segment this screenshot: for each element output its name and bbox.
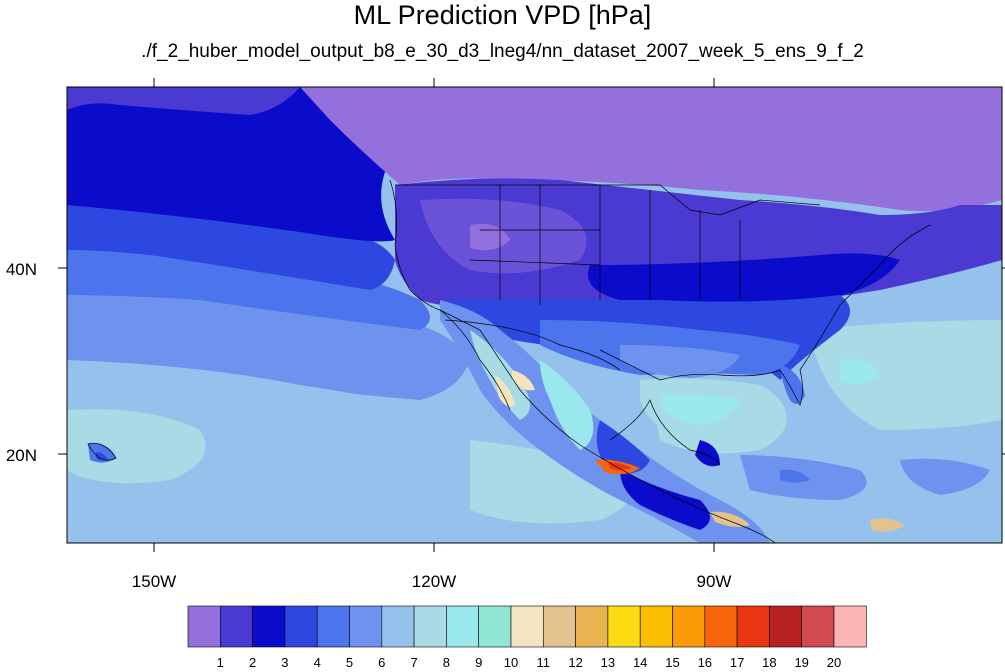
colorbar-label: 6 [378, 655, 385, 670]
colorbar-label: 20 [827, 655, 841, 670]
lon-label-120w: 120W [412, 572, 456, 591]
colorbar-swatch [607, 605, 641, 648]
colorbar-label: 18 [762, 655, 776, 670]
colorbar-label: 8 [443, 655, 450, 670]
lat-label-20n: 20N [6, 446, 37, 465]
colorbar-label: 4 [314, 655, 321, 670]
axis-ticks [58, 78, 1005, 552]
colorbar-label: 12 [568, 655, 582, 670]
colorbar-swatch [736, 605, 770, 648]
colorbar-swatch [704, 605, 738, 648]
colorbar-label: 11 [537, 655, 551, 670]
colorbar-label: 13 [601, 655, 615, 670]
colorbar-swatch [639, 605, 673, 648]
colorbar-label: 15 [665, 655, 679, 670]
colorbar-swatch [220, 605, 253, 648]
colorbar-swatch [187, 605, 221, 648]
colorbar-swatch [575, 605, 609, 648]
colorbar-swatch [672, 605, 706, 648]
lon-label-90w: 90W [697, 572, 732, 591]
colorbar-label: 1 [217, 655, 224, 670]
colorbar-label: 19 [794, 655, 808, 670]
colorbar-swatch [349, 605, 383, 648]
colorbar-swatch [413, 605, 447, 648]
colorbar-label: 3 [281, 655, 288, 670]
colorbar-label: 7 [410, 655, 417, 670]
colorbar-swatch [316, 605, 350, 648]
colorbar-swatch [769, 605, 803, 648]
vpd-field [67, 87, 1002, 543]
colorbar-label: 14 [633, 655, 647, 670]
colorbar-label: 10 [504, 655, 518, 670]
colorbar-label: 17 [730, 655, 744, 670]
colorbar-label: 5 [346, 655, 353, 670]
colorbar-swatch [833, 605, 867, 648]
colorbar-swatch [801, 605, 835, 648]
colorbar-swatch [284, 605, 318, 648]
colorbar-label: 9 [475, 655, 482, 670]
map-frame [66, 86, 1003, 544]
lon-label-150w: 150W [132, 572, 176, 591]
colorbar-swatch [252, 605, 286, 648]
chart-subtitle: ./f_2_huber_model_output_b8_e_30_d3_lneg… [141, 41, 864, 62]
colorbar: 1 2 3 4 5 6 7 8 9 10 11 12 13 14 15 16 17 18 19 20 [187, 605, 867, 670]
colorbar-swatch [381, 605, 415, 648]
colorbar-swatch [446, 605, 479, 648]
colorbar-label: 2 [249, 655, 256, 670]
colorbar-swatch [510, 605, 544, 648]
colorbar-label: 16 [698, 655, 712, 670]
chart-title: ML Prediction VPD [hPa] [353, 0, 652, 30]
lat-label-40n: 40N [6, 260, 37, 279]
colorbar-swatch [542, 605, 576, 648]
coastlines [87, 179, 931, 543]
colorbar-swatch [478, 605, 512, 648]
